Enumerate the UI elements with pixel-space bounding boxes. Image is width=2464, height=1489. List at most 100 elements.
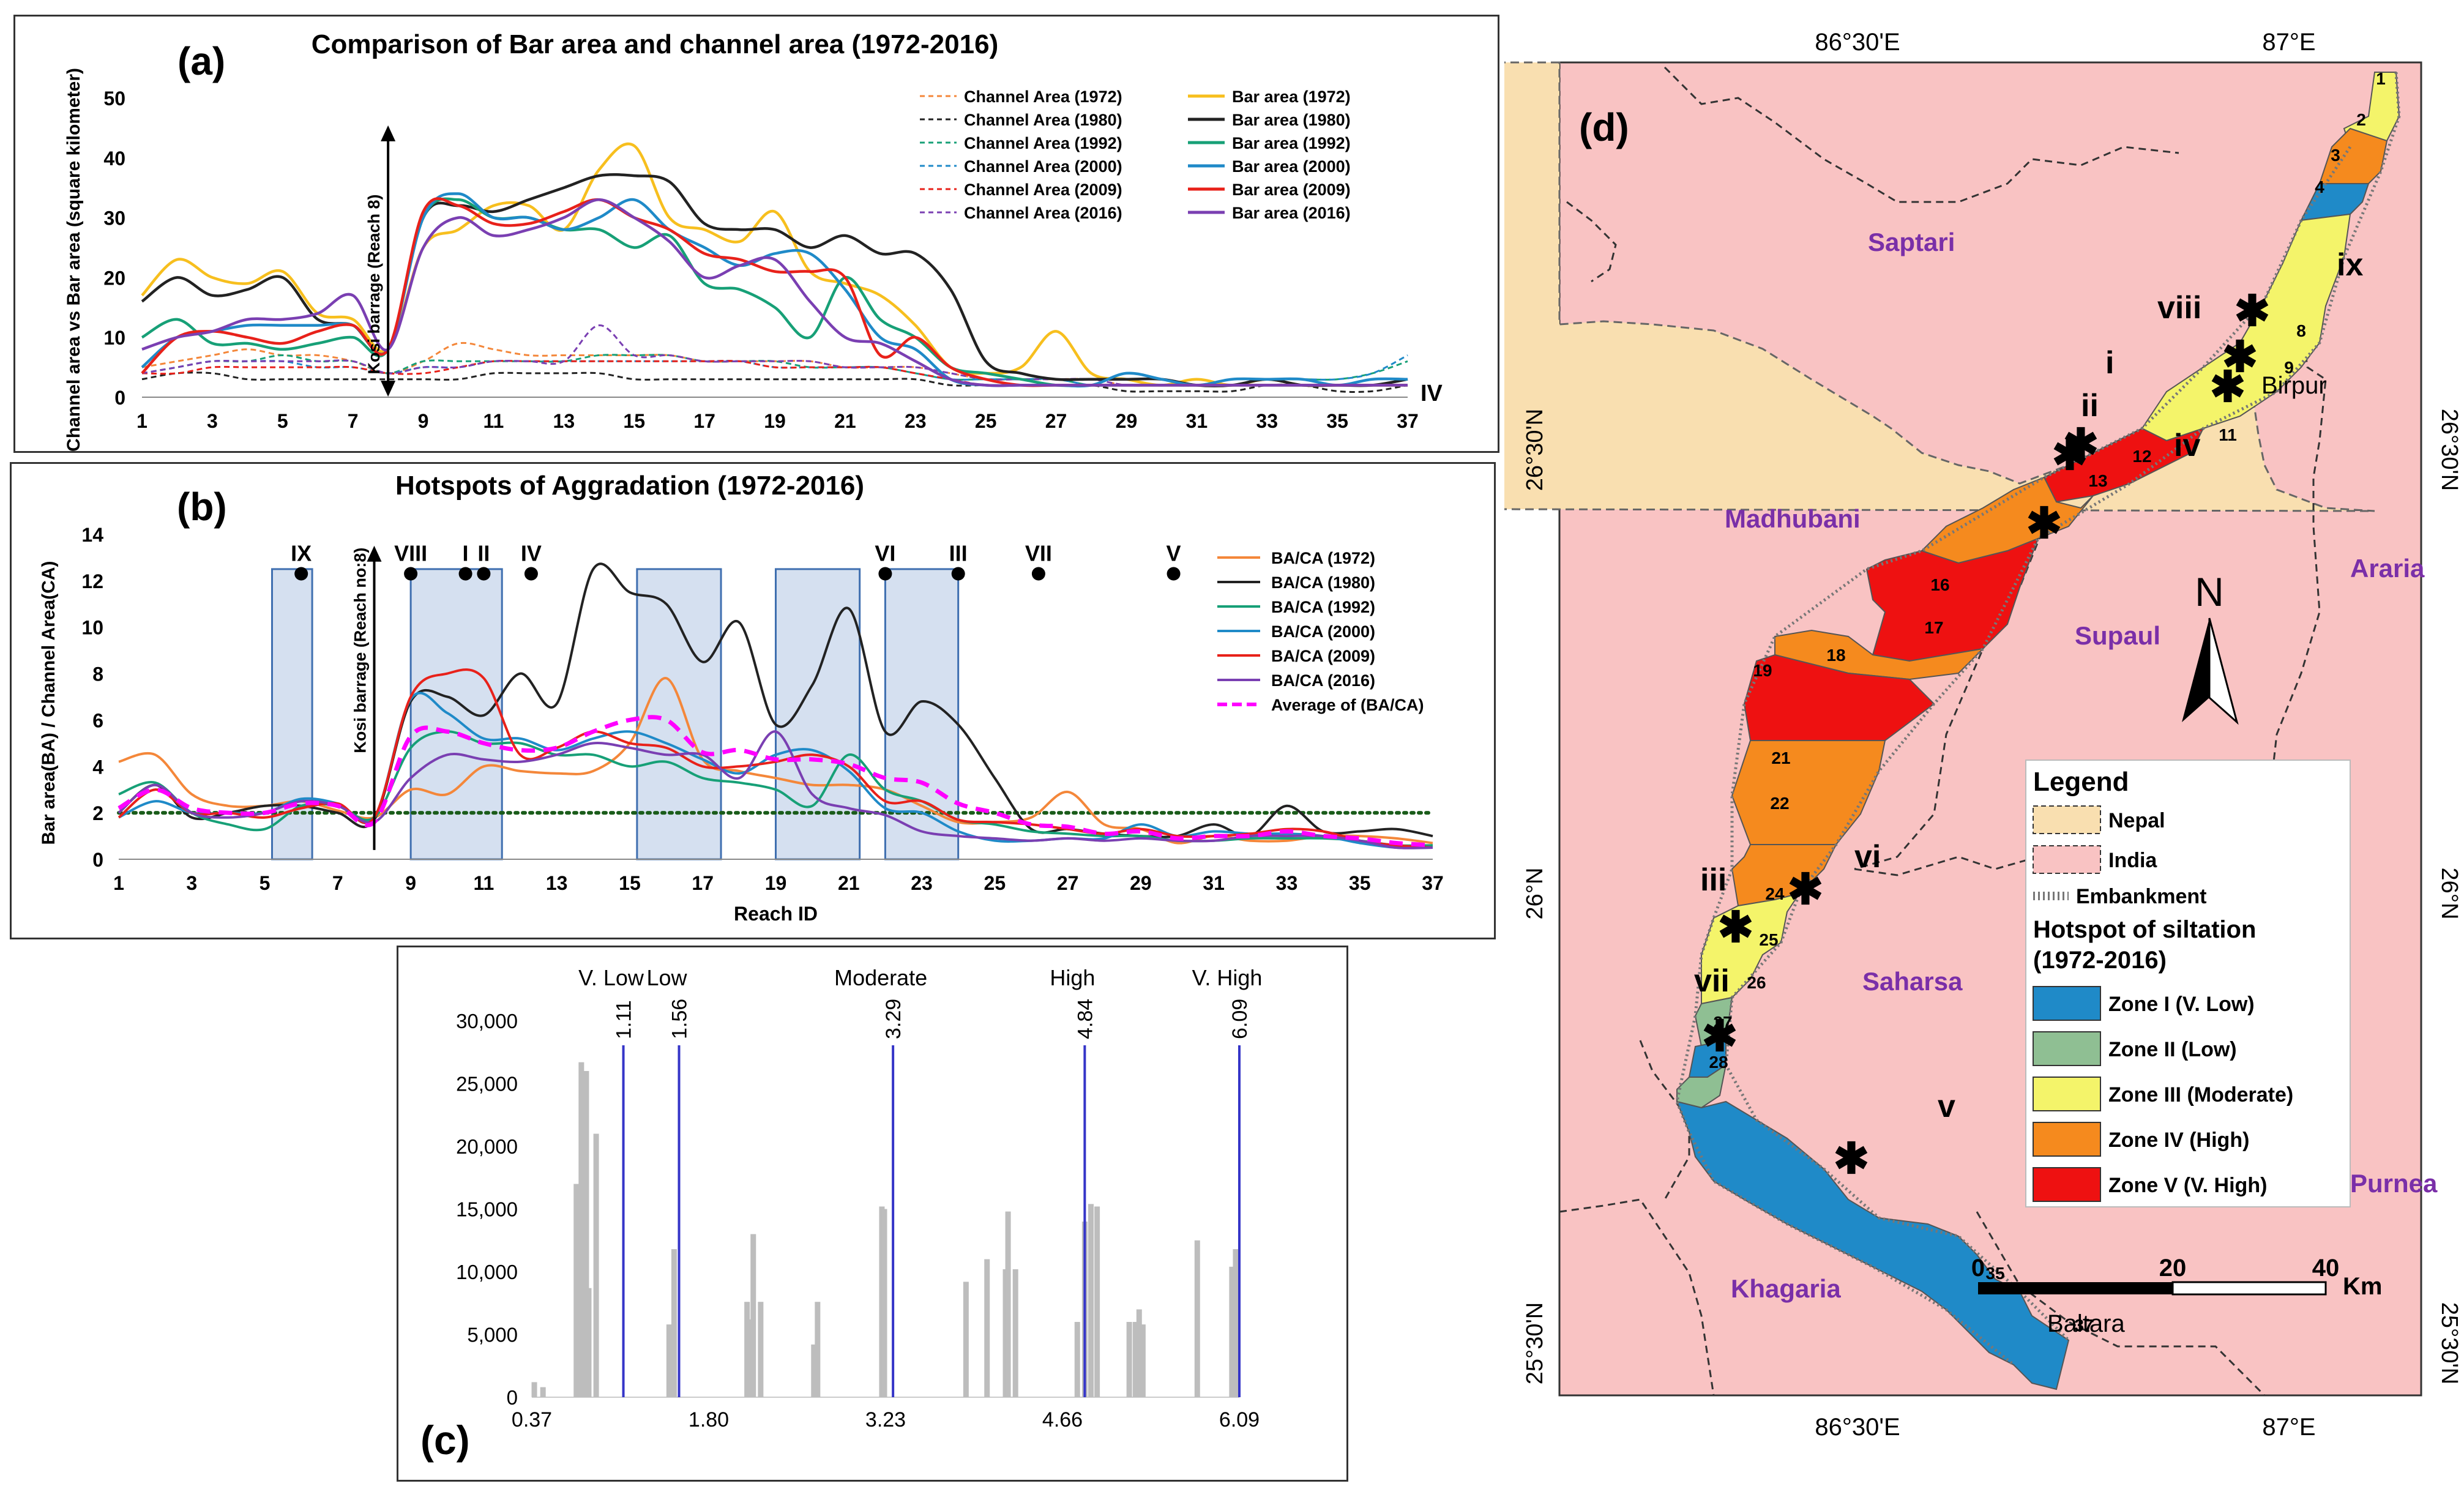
panel-c-letter: (c) bbox=[420, 1417, 470, 1463]
reach-number: 21 bbox=[1771, 748, 1790, 767]
scalebar-unit: Km bbox=[2343, 1273, 2382, 1300]
xtick-label: 31 bbox=[1186, 410, 1208, 432]
hotspot-marker bbox=[878, 567, 892, 581]
district-name: Saharsa bbox=[1862, 967, 1963, 996]
histogram-bar bbox=[1088, 1204, 1094, 1397]
legend-swatch-nepal bbox=[2033, 805, 2101, 834]
legend-swatch-zone bbox=[2033, 1167, 2101, 1202]
series-line bbox=[118, 715, 1433, 848]
series-line bbox=[141, 197, 1408, 387]
reach-number: 1 bbox=[2376, 69, 2386, 88]
reach-number: 24 bbox=[1765, 884, 1785, 903]
hotspot-label: VIII bbox=[394, 541, 427, 566]
xtick-label: 3 bbox=[186, 872, 197, 894]
hotspot-marker bbox=[1031, 567, 1045, 581]
coord-label-bottom: 87°E bbox=[2262, 1414, 2315, 1441]
legend-swatch-zone bbox=[2033, 1122, 2101, 1157]
hotspot-label: iii bbox=[1700, 862, 1727, 898]
north-arrow-icon bbox=[2208, 618, 2239, 725]
coord-label-bottom: 86°30'E bbox=[1815, 1414, 1900, 1441]
break-value: 6.09 bbox=[1228, 999, 1252, 1039]
series-line bbox=[141, 371, 1408, 393]
histogram-bar bbox=[881, 1209, 887, 1397]
chart-b-xlabel: Reach ID bbox=[734, 903, 818, 925]
coord-label-top: 86°30'E bbox=[1815, 29, 1900, 56]
histogram-bar bbox=[1012, 1269, 1018, 1397]
break-class-label: High bbox=[1050, 965, 1095, 990]
legend-swatch-zone bbox=[2033, 1077, 2101, 1111]
legend-subtitle: Hotspot of siltation bbox=[2033, 916, 2256, 943]
xtick-label: 15 bbox=[623, 410, 645, 432]
hotspot-label: ii bbox=[2081, 388, 2099, 424]
ytick-label: 30 bbox=[103, 207, 125, 230]
reach-number: 16 bbox=[1930, 575, 1949, 594]
district-name: Araria bbox=[2350, 554, 2425, 583]
ytick-label: 30,000 bbox=[456, 1010, 518, 1032]
histogram-bar bbox=[671, 1249, 677, 1397]
hotspot-marker bbox=[524, 567, 538, 581]
histogram-bar bbox=[540, 1387, 546, 1397]
legend-title: Legend bbox=[2033, 767, 2129, 797]
embankment-right bbox=[1724, 72, 2401, 1342]
xtick-label: 29 bbox=[1116, 410, 1138, 432]
north-arrow-icon bbox=[2182, 618, 2209, 722]
hotspot-label: VI bbox=[875, 541, 895, 566]
north-arrow-label: N bbox=[2195, 569, 2224, 614]
histogram-bar bbox=[1005, 1211, 1011, 1397]
hotspot-asterisk-icon: ✱ bbox=[2210, 363, 2246, 411]
reach-number: 9 bbox=[2284, 358, 2294, 377]
histogram-bar bbox=[815, 1302, 821, 1397]
panel-d-map: 1 2 3 4 8 9 11 12 13 14 16 17 18 19 21 22 24 25 26 27 28 35 37… bbox=[1504, 0, 2464, 1489]
hotspot-label: v bbox=[1938, 1089, 1955, 1124]
hotspot-asterisk-icon: ✱ bbox=[2026, 499, 2063, 547]
break-value: 3.29 bbox=[882, 999, 905, 1039]
histogram-bar bbox=[750, 1234, 756, 1397]
nepal-region bbox=[1504, 61, 2375, 512]
ytick-label: 12 bbox=[81, 570, 103, 592]
reach-number: 17 bbox=[1924, 618, 1943, 637]
legend-label: Bar area (1972) bbox=[1232, 88, 1351, 106]
legend-label: BA/CA (2000) bbox=[1271, 622, 1375, 641]
hotspot-label: i bbox=[2105, 345, 2114, 381]
district-boundary bbox=[1559, 1198, 1715, 1396]
xtick-label: 3 bbox=[207, 410, 218, 432]
legend-label: Channel Area (1980) bbox=[964, 111, 1122, 129]
xtick-label: 21 bbox=[834, 410, 856, 432]
hotspot-label: viii bbox=[2157, 290, 2201, 326]
district-name: Khagaria bbox=[1731, 1274, 1841, 1303]
chart-a-svg: (a) Comparison of Bar area and channel ar… bbox=[64, 29, 1443, 452]
legend-swatch-zone bbox=[2033, 1031, 2101, 1066]
ytick-label: 6 bbox=[92, 709, 103, 731]
ytick-label: 14 bbox=[81, 524, 103, 546]
hotspot-marker bbox=[294, 567, 308, 581]
legend-label: Bar area (1992) bbox=[1232, 134, 1351, 152]
xtick-label: 17 bbox=[693, 410, 715, 432]
reach-number: 14 bbox=[2034, 513, 2054, 532]
hotspot-band bbox=[775, 568, 861, 860]
xtick-label: 1 bbox=[136, 410, 147, 432]
legend-label: Channel Area (2016) bbox=[964, 204, 1122, 222]
reach-number: 25 bbox=[1759, 930, 1778, 949]
district-boundary bbox=[1663, 66, 2179, 203]
xtick-label: 9 bbox=[405, 872, 416, 894]
reach-number: 26 bbox=[1747, 973, 1766, 992]
ytick-label: 8 bbox=[92, 663, 103, 685]
histogram-bar bbox=[984, 1259, 990, 1397]
district-name: Saptari bbox=[1868, 228, 1955, 256]
legend-label: Bar area (1980) bbox=[1232, 111, 1351, 129]
hotspot-marker bbox=[1167, 567, 1181, 581]
chart-c-svg: 0 5,000 10,000 15,000 20,000 25,000 30,000 0.37… bbox=[420, 965, 1262, 1463]
xtick-label: 5 bbox=[259, 872, 271, 894]
hotspot-label: I bbox=[463, 541, 469, 566]
hotspot-marker bbox=[951, 567, 965, 581]
xtick-label: 4.66 bbox=[1042, 1408, 1083, 1431]
legend-label: Zone II (Low) bbox=[2108, 1038, 2237, 1061]
embankment-left bbox=[1675, 146, 2352, 1366]
histogram-bar bbox=[1094, 1206, 1100, 1397]
reach-number: 22 bbox=[1770, 794, 1789, 813]
legend-label: Zone V (V. High) bbox=[2108, 1174, 2267, 1197]
break-class-label: Low bbox=[646, 965, 687, 990]
xtick-label: 37 bbox=[1397, 410, 1419, 432]
legend-label: BA/CA (1972) bbox=[1271, 549, 1375, 567]
break-value: 1.56 bbox=[668, 999, 691, 1039]
